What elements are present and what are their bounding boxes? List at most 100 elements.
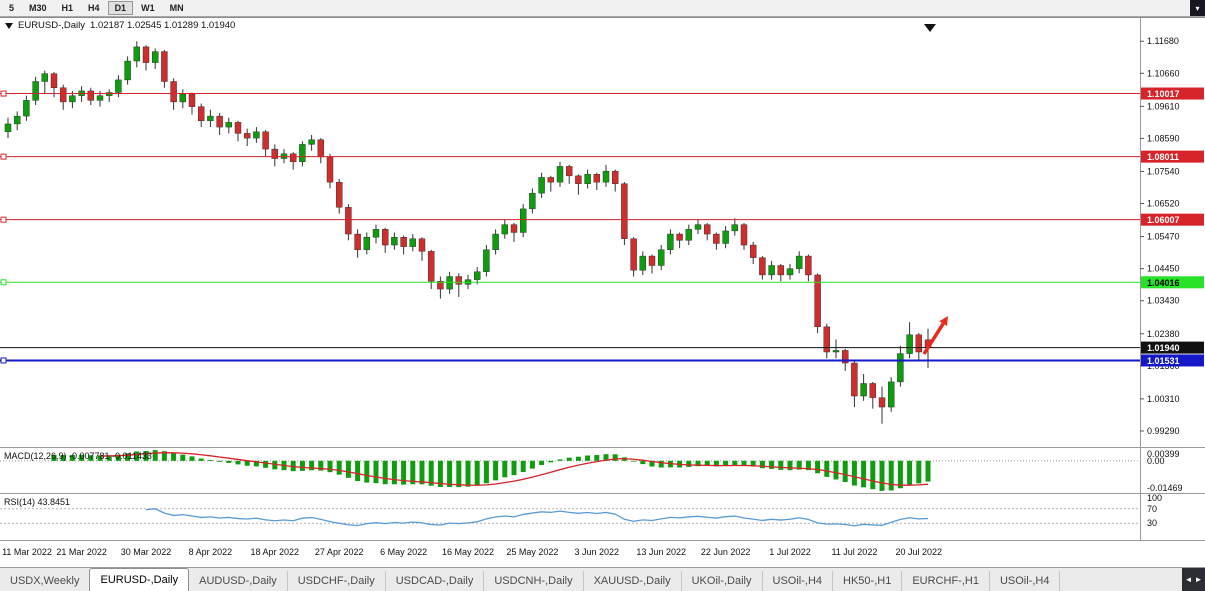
candle-down	[50, 73, 58, 88]
chart-canvas[interactable]: 1.11680 1.10660 1.09610 1.08590 1.07540 1.065…	[0, 17, 1205, 567]
macd-histogram-bar	[741, 460, 747, 466]
tab-usdx-weekly[interactable]: USDX,Weekly	[0, 571, 91, 591]
timeframe-d1[interactable]: D1	[107, 1, 134, 15]
timeframe-m30[interactable]: M30	[29, 3, 47, 13]
candle-down	[593, 174, 600, 183]
candle-up	[253, 131, 260, 139]
tab-xauusd-daily[interactable]: XAUUSD-,Daily	[584, 571, 682, 591]
tab-usoil-h4[interactable]: USOil-,H4	[990, 571, 1061, 591]
timeframe-toolbar: 5 M30 H1 H4 D1 W1 MN	[0, 0, 1205, 17]
macd-indicator-label: MACD(12,26,9) -0.007781 -0.011433	[4, 451, 152, 461]
candle-up	[694, 224, 702, 230]
candle-down	[317, 139, 324, 158]
trend-arrow-annotation[interactable]	[922, 322, 945, 355]
macd-histogram-bar	[447, 460, 453, 487]
macd-histogram-bar	[79, 454, 85, 461]
bid-price-tag-label: 1.01940	[1147, 343, 1180, 353]
price-tag	[1141, 276, 1204, 289]
candle-up	[308, 139, 315, 145]
macd-histogram-bar	[640, 460, 646, 465]
date-axis-label: 22 Jun 2022	[701, 547, 751, 557]
timeframe-h1[interactable]: H1	[61, 3, 74, 13]
candle-down	[354, 233, 361, 250]
macd-histogram-bar	[456, 460, 462, 488]
candle-up	[685, 229, 692, 241]
candle-down	[437, 281, 444, 290]
candle-down	[428, 251, 435, 282]
price-tag-label: 1.01531	[1147, 356, 1180, 366]
candle-up	[556, 166, 564, 183]
candle-up	[409, 238, 416, 247]
macd-signal-line	[99, 452, 929, 486]
candle-down	[869, 383, 876, 398]
price-axis-label: 1.07540	[1147, 166, 1180, 176]
hline-handle[interactable]	[0, 153, 7, 160]
macd-histogram-bar	[263, 460, 269, 468]
hline-handle[interactable]	[0, 216, 7, 223]
candle-down	[290, 153, 297, 162]
timeframe-w1[interactable]: W1	[141, 3, 155, 13]
candle-up	[13, 115, 21, 125]
hline-handle[interactable]	[0, 90, 7, 97]
candle-up	[32, 81, 39, 101]
candle-down	[345, 207, 352, 235]
macd-histogram-bar	[511, 460, 517, 476]
candle-up	[906, 334, 913, 354]
tab-hk50-h1[interactable]: HK50-,H1	[833, 571, 903, 591]
macd-histogram-bar	[143, 450, 149, 461]
candle-down	[630, 238, 637, 271]
tab-usdcnh-daily[interactable]: USDCNH-,Daily	[484, 571, 584, 591]
macd-histogram-bar	[548, 460, 554, 463]
hline-handle[interactable]	[0, 357, 7, 364]
candle-down	[455, 276, 462, 285]
macd-histogram-bar	[207, 460, 213, 461]
macd-histogram-bar	[69, 455, 75, 461]
toolbar-overflow-button[interactable]: ▾	[1190, 0, 1205, 16]
candle-up	[501, 224, 508, 235]
candle-down	[575, 175, 582, 184]
tab-usoil-h4[interactable]: USOil-,H4	[763, 571, 834, 591]
chart-shift-marker[interactable]	[924, 24, 936, 32]
tab-scroll-left-icon[interactable]: ◄	[1184, 575, 1193, 584]
macd-histogram-bar	[575, 456, 581, 461]
macd-histogram-bar	[759, 460, 765, 469]
macd-histogram-bar	[88, 455, 94, 461]
macd-histogram-bar	[695, 460, 701, 467]
trend-arrow-head[interactable]	[939, 316, 948, 327]
tab-scroll-right-icon[interactable]: ►	[1194, 575, 1203, 584]
tab-scroll-buttons[interactable]: ◄ ►	[1182, 568, 1205, 591]
candle-up	[832, 350, 840, 353]
candle-down	[400, 236, 407, 247]
tab-usdcad-daily[interactable]: USDCAD-,Daily	[386, 571, 485, 591]
tab-audusd-daily[interactable]: AUDUSD-,Daily	[189, 571, 288, 591]
macd-histogram-bar	[732, 460, 738, 466]
date-axis-label: 13 Jun 2022	[636, 547, 686, 557]
tab-eurusd-daily[interactable]: EURUSD-,Daily	[89, 568, 190, 591]
macd-histogram-bar	[778, 460, 784, 470]
candle-down	[851, 362, 858, 397]
candle-up	[492, 233, 499, 250]
timeframe-5[interactable]: 5	[9, 3, 15, 13]
candle-down	[750, 244, 757, 258]
macd-histogram-bar	[787, 460, 793, 471]
candle-up	[722, 230, 729, 244]
price-axis-label: 1.11680	[1147, 36, 1179, 46]
macd-histogram-bar	[631, 460, 637, 462]
price-axis-label: 1.06520	[1147, 199, 1180, 209]
candle-up	[658, 249, 665, 266]
hline-handle[interactable]	[0, 279, 7, 286]
macd-histogram-bar	[437, 460, 443, 487]
price-tag-label: 1.08011	[1147, 152, 1179, 162]
macd-histogram-bar	[106, 455, 112, 461]
tab-usdchf-daily[interactable]: USDCHF-,Daily	[288, 571, 386, 591]
candle-down	[170, 81, 177, 103]
macd-histogram-bar	[198, 458, 204, 461]
macd-histogram-bar	[272, 460, 278, 470]
macd-histogram-bar	[51, 454, 57, 461]
price-tag-label: 1.10017	[1147, 89, 1180, 99]
tab-eurchf-h1[interactable]: EURCHF-,H1	[902, 571, 990, 591]
timeframe-mn[interactable]: MN	[169, 3, 184, 13]
timeframe-h4[interactable]: H4	[88, 3, 100, 13]
tab-ukoil-daily[interactable]: UKOil-,Daily	[682, 571, 763, 591]
macd-axis-label: -0.01469	[1147, 483, 1183, 493]
